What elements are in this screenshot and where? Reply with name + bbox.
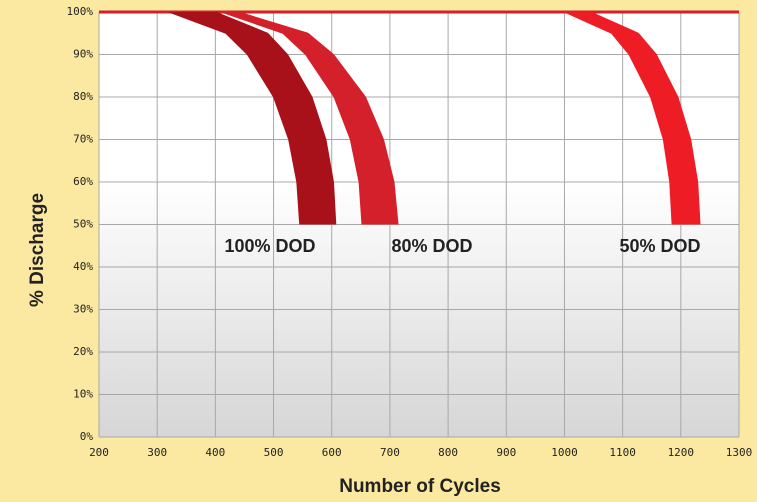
- x-tick-label: 1300: [726, 446, 753, 459]
- y-tick-label: 20%: [73, 345, 93, 358]
- x-tick-label: 1200: [668, 446, 695, 459]
- y-tick-label: 60%: [73, 175, 93, 188]
- band-edge: [564, 11, 673, 225]
- band-edge: [238, 11, 399, 225]
- x-tick-label: 1100: [609, 446, 636, 459]
- x-tick-label: 300: [147, 446, 167, 459]
- x-tick-label: 800: [438, 446, 458, 459]
- x-tick-label: 400: [205, 446, 225, 459]
- y-tick-label: 80%: [73, 90, 93, 103]
- band-fill: [221, 12, 399, 225]
- series-label: 50% DOD: [619, 236, 700, 256]
- x-tick-label: 700: [380, 446, 400, 459]
- y-tick-label: 50%: [73, 218, 93, 231]
- y-tick-label: 0%: [80, 430, 94, 443]
- y-tick-label: 90%: [73, 48, 93, 61]
- y-axis-label: % Discharge: [27, 193, 48, 307]
- x-tick-label: 200: [89, 446, 109, 459]
- band-edge: [221, 11, 363, 225]
- band-fill: [168, 12, 336, 225]
- y-tick-label: 40%: [73, 260, 93, 273]
- x-tick-label: 1000: [551, 446, 578, 459]
- series-label: 80% DOD: [391, 236, 472, 256]
- band-edge: [168, 11, 301, 225]
- x-tick-label: 900: [496, 446, 516, 459]
- y-tick-label: 30%: [73, 303, 93, 316]
- series-label: 100% DOD: [224, 236, 315, 256]
- x-axis-label: Number of Cycles: [339, 476, 501, 497]
- x-tick-label: 600: [322, 446, 342, 459]
- y-tick-label: 100%: [67, 5, 94, 18]
- y-tick-label: 10%: [73, 388, 93, 401]
- band-edge: [590, 11, 701, 225]
- y-tick-label: 70%: [73, 133, 93, 146]
- band-fill: [564, 12, 701, 225]
- band-edge: [215, 11, 337, 225]
- x-tick-label: 500: [264, 446, 284, 459]
